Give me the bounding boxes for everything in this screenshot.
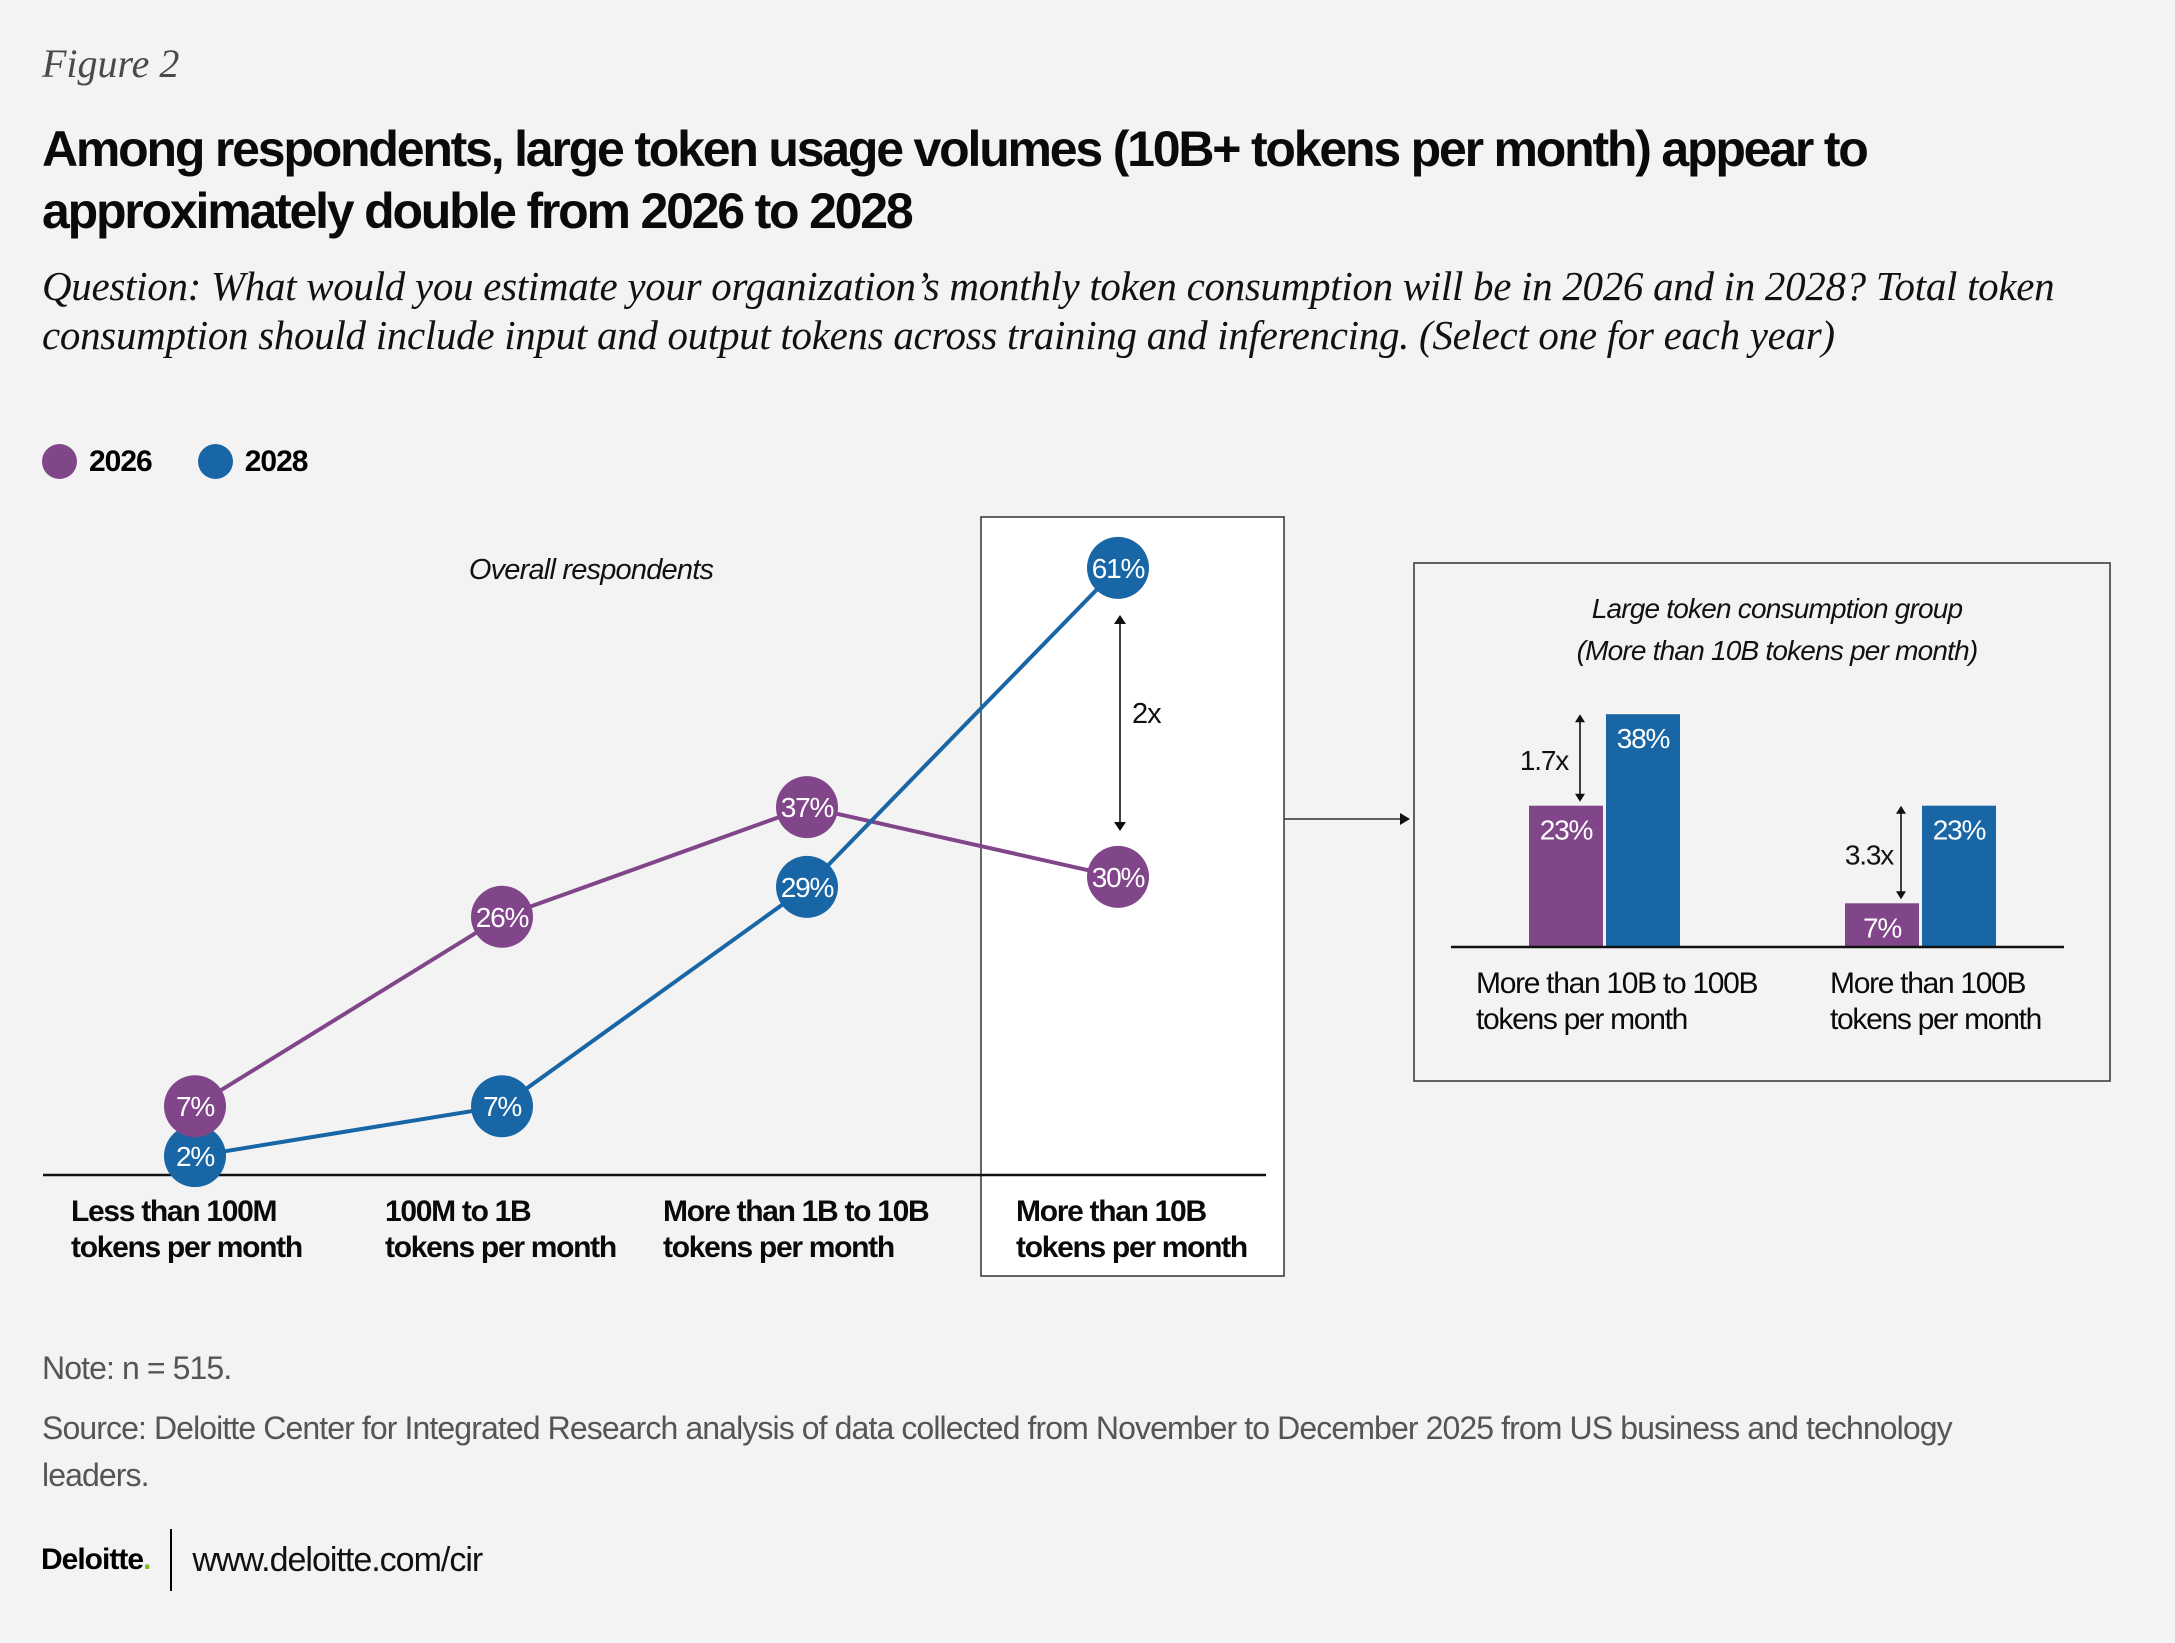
ratio-annotation: 2x bbox=[1132, 698, 1162, 730]
bar-value-label: 7% bbox=[1863, 912, 1901, 943]
bar-x-tick-label: More than 100B tokens per month bbox=[1830, 967, 2041, 1036]
deloitte-logo: Deloitte. bbox=[41, 1543, 151, 1577]
logo-text: Deloitte bbox=[41, 1543, 144, 1576]
data-label: 7% bbox=[483, 1091, 521, 1122]
bar-x-tick-label: More than 10B to 100B tokens per month bbox=[1476, 967, 1758, 1036]
arrow-down-icon bbox=[1575, 793, 1585, 802]
bar bbox=[1606, 714, 1680, 946]
arrow-up-icon bbox=[1114, 615, 1126, 624]
bar-value-label: 23% bbox=[1933, 815, 1986, 846]
source: Source: Deloitte Center for Integrated R… bbox=[42, 1410, 1953, 1493]
data-label: 26% bbox=[476, 902, 529, 933]
bar-chart-title-line-1: Large token consumption group bbox=[1592, 593, 1963, 624]
line-chart-subtitle: Overall respondents bbox=[469, 554, 714, 586]
marker-2026 bbox=[471, 885, 533, 948]
footer-url[interactable]: www.deloitte.com/cir bbox=[192, 1540, 483, 1579]
data-label: 29% bbox=[781, 872, 834, 903]
bar-x-tick-label-line: More than 100B bbox=[1830, 967, 2026, 1000]
arrow-up-icon bbox=[1575, 714, 1585, 723]
legend-item-2026: 2026 bbox=[42, 444, 153, 479]
marker-2028 bbox=[471, 1075, 533, 1138]
note: Note: n = 515. bbox=[42, 1350, 232, 1386]
data-label: 37% bbox=[781, 792, 834, 823]
line-series-2028 bbox=[194, 566, 1120, 1159]
data-label: 2% bbox=[176, 1141, 214, 1172]
marker-2026 bbox=[776, 776, 838, 839]
line-series-2026 bbox=[193, 805, 1119, 1108]
bar-chart-title-line-2: (More than 10B tokens per month) bbox=[1577, 635, 1978, 666]
bar-x-tick-label-line: tokens per month bbox=[1476, 1003, 1687, 1036]
arrow-down-icon bbox=[1114, 822, 1126, 831]
data-point-2028-2: 29% bbox=[776, 855, 838, 918]
connector-arrowhead-icon bbox=[1400, 813, 1410, 825]
data-label: 61% bbox=[1092, 553, 1145, 584]
bar-2028-0: 38% bbox=[1606, 714, 1680, 946]
x-tick-label: 100M to 1B tokens per month bbox=[385, 1195, 616, 1264]
bar-value-label: 38% bbox=[1617, 723, 1670, 754]
data-point-2026-0: 7% bbox=[164, 1075, 226, 1138]
x-tick-label-line: tokens per month bbox=[1016, 1231, 1247, 1264]
x-tick-label-line: tokens per month bbox=[71, 1231, 302, 1264]
bar-2026-0: 23% bbox=[1529, 805, 1603, 946]
data-point-2028-1: 7% bbox=[471, 1075, 533, 1138]
data-point-2026-1: 26% bbox=[471, 885, 533, 948]
data-label: 30% bbox=[1092, 862, 1145, 893]
arrow-down-icon bbox=[1896, 891, 1906, 900]
bar-value-label: 23% bbox=[1540, 815, 1593, 846]
data-label: 7% bbox=[176, 1091, 214, 1122]
marker-2028 bbox=[776, 855, 838, 918]
legend-swatch-2028 bbox=[197, 444, 233, 479]
bar bbox=[1529, 805, 1603, 946]
x-tick-label: More than 1B to 10B tokens per month bbox=[663, 1195, 929, 1264]
connector-arrow bbox=[1284, 813, 1410, 825]
figure-label: Figure 2 bbox=[42, 41, 180, 86]
x-tick-label: More than 10B tokens per month bbox=[1016, 1195, 1247, 1264]
legend-swatch-2026 bbox=[42, 444, 77, 479]
legend-item-2028: 2028 bbox=[197, 444, 309, 479]
logo-green-dot: . bbox=[143, 1543, 151, 1576]
data-point-2026-3: 30% bbox=[1087, 845, 1149, 908]
bar-x-tick-label-line: More than 10B to 100B bbox=[1476, 967, 1758, 1000]
data-point-2026-2: 37% bbox=[776, 776, 838, 839]
marker-2028 bbox=[1087, 536, 1149, 599]
chart-title: Among respondents, large token usage vol… bbox=[42, 121, 1869, 239]
legend-label-2028: 2028 bbox=[244, 444, 309, 478]
marker-2026 bbox=[1087, 845, 1149, 908]
data-point-2028-3: 61% bbox=[1087, 536, 1149, 599]
marker-2028 bbox=[164, 1125, 226, 1188]
x-tick-label-line: More than 10B bbox=[1016, 1195, 1206, 1228]
survey-question: Question: What would you estimate your o… bbox=[42, 263, 2055, 358]
x-tick-label-line: More than 1B to 10B bbox=[663, 1195, 929, 1228]
x-tick-label-line: 100M to 1B bbox=[385, 1195, 531, 1228]
bar-ratio-annotation: 3.3x bbox=[1845, 840, 1894, 871]
marker-2026 bbox=[164, 1075, 226, 1138]
legend: 2026 2028 bbox=[42, 444, 354, 479]
bar-x-tick-label-line: tokens per month bbox=[1830, 1003, 2041, 1036]
bar-ratio-annotation: 1.7x bbox=[1520, 745, 1569, 776]
x-tick-label-line: tokens per month bbox=[663, 1231, 894, 1264]
data-point-2028-0: 2% bbox=[164, 1125, 226, 1188]
line-chart: Overall respondents Less than 100M tokens… bbox=[43, 536, 1266, 1264]
bar bbox=[1922, 805, 1996, 946]
footer: Deloitte. www.deloitte.com/cir bbox=[41, 1528, 483, 1592]
x-tick-label: Less than 100M tokens per month bbox=[71, 1195, 302, 1264]
footer-divider bbox=[170, 1529, 173, 1591]
x-tick-label-line: Less than 100M bbox=[71, 1195, 276, 1228]
legend-label-2026: 2026 bbox=[89, 444, 153, 478]
bar bbox=[1845, 903, 1919, 946]
x-tick-label-line: tokens per month bbox=[385, 1231, 616, 1264]
arrow-up-icon bbox=[1896, 805, 1906, 814]
bar-2026-1: 7% bbox=[1845, 903, 1919, 946]
bar-chart: Large token consumption group (More than… bbox=[1451, 593, 2064, 1036]
inset-panel bbox=[1413, 562, 2111, 1082]
bar-2028-1: 23% bbox=[1922, 805, 1996, 946]
